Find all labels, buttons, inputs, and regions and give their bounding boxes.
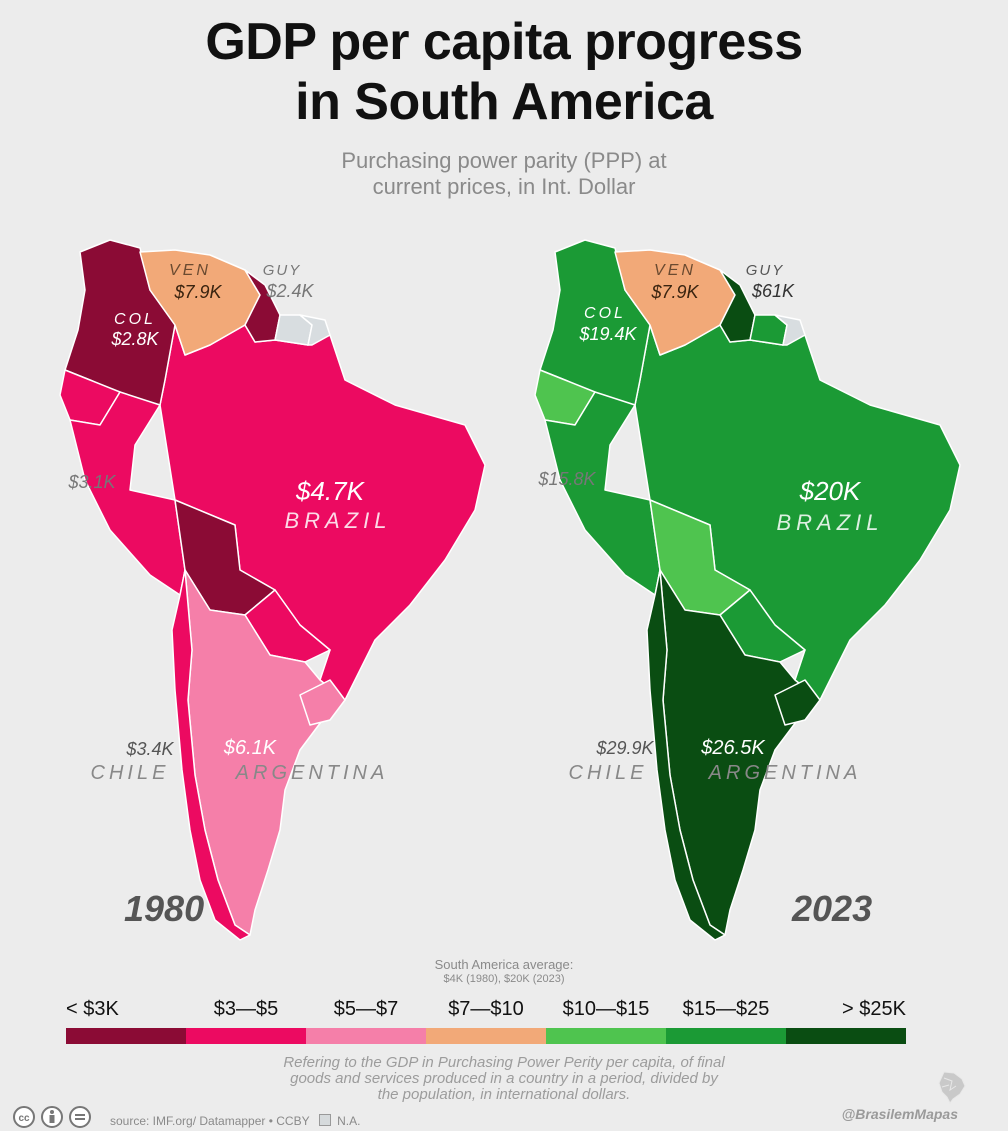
peru-value-2023: $15.8K: [537, 469, 596, 489]
legend-swatch: [186, 1028, 306, 1044]
year-label-2023: 2023: [792, 888, 873, 929]
col-code-2023: COL: [584, 305, 626, 322]
year-label-1980: 1980: [124, 888, 205, 929]
by-icon: [41, 1106, 63, 1128]
footnote-line-2: goods and services produced in a country…: [290, 1070, 718, 1087]
guy-value-1980: $2.4K: [265, 281, 314, 301]
na-swatch-icon: [318, 1114, 331, 1126]
guy-code-1980: GUY: [263, 262, 302, 279]
peru-value-1980: $3.1K: [67, 472, 116, 492]
source-text: source: IMF.org/ Datamapper • CCBY: [110, 1114, 310, 1128]
map-2023: [534, 239, 961, 941]
legend-item: $5—$7: [306, 998, 426, 1046]
legend-item: > $25K: [786, 998, 906, 1046]
legend-item: $3—$5: [186, 998, 306, 1046]
average-line-1: South America average:: [434, 957, 574, 972]
col-value-2023: $19.4K: [578, 324, 637, 344]
arg-name-1980: ARGENTINA: [235, 762, 389, 784]
bra-value-2023: $20K: [799, 476, 862, 506]
col-value-1980: $2.8K: [110, 329, 159, 349]
legend-swatch: [66, 1028, 186, 1044]
title-line-2: in South America: [295, 73, 713, 131]
svg-text:cc: cc: [18, 1113, 30, 1124]
bra-name-1980: BRAZIL: [284, 508, 391, 533]
arg-value-2023: $26.5K: [700, 737, 766, 759]
nd-icon: [69, 1106, 91, 1128]
legend-label: $7—$10: [448, 998, 524, 1020]
title-line-1: GDP per capita progress: [205, 13, 803, 71]
col-code-1980: COL: [114, 311, 156, 328]
maps-canvas: VEN $7.9K GUY $2.4K COL $2.8K $3.1K $4.7…: [59, 239, 961, 941]
arg-name-2023: ARGENTINA: [708, 762, 862, 784]
footnote-line-3: the population, in international dollars…: [377, 1086, 631, 1103]
source-note: source: IMF.org/ Datamapper • CCBY N.A.: [110, 1114, 360, 1128]
page-title: GDP per capita progress in South America: [0, 12, 1008, 132]
subtitle: Purchasing power parity (PPP) at current…: [0, 148, 1008, 200]
average-note: South America average: $4K (1980), $20K …: [0, 957, 1008, 987]
average-line-2: $4K (1980), $20K (2023): [443, 973, 565, 985]
legend-item: $10—$15: [546, 998, 666, 1046]
map-labels-1980: VEN $7.9K GUY $2.4K COL $2.8K $3.1K $4.7…: [67, 262, 391, 784]
legend-swatch: [666, 1028, 786, 1044]
arg-value-1980: $6.1K: [223, 737, 278, 759]
legend-swatch: [786, 1028, 906, 1044]
bra-value-1980: $4.7K: [295, 476, 366, 506]
footnote-line-1: Refering to the GDP in Purchasing Power …: [283, 1054, 725, 1071]
chl-value-1980: $3.4K: [125, 739, 174, 759]
legend-item: < $3K: [66, 998, 186, 1046]
guy-value-2023: $61K: [751, 281, 795, 301]
map-labels-2023: VEN $7.9K GUY $61K COL $19.4K $15.8K $20…: [537, 262, 883, 784]
ven-code-1980: VEN: [169, 262, 211, 279]
ven-value-1980: $7.9K: [173, 282, 222, 302]
legend-label: < $3K: [66, 998, 119, 1020]
legend-swatch: [546, 1028, 666, 1044]
credit: @BrasilemMapas: [841, 1106, 958, 1122]
legend-label: $10—$15: [562, 998, 650, 1020]
legend-label: $3—$5: [213, 998, 279, 1020]
bra-name-2023: BRAZIL: [776, 510, 883, 535]
footnote: Refering to the GDP in Purchasing Power …: [0, 1055, 1008, 1103]
legend-label: $5—$7: [333, 998, 399, 1020]
legend-swatch: [426, 1028, 546, 1044]
subtitle-line-1: Purchasing power parity (PPP) at: [341, 148, 667, 173]
ven-value-2023: $7.9K: [650, 282, 699, 302]
na-label: N.A.: [337, 1114, 361, 1128]
legend: < $3K $3—$5 $5—$7 $7—$10 $10—$15 $15—$25…: [66, 998, 906, 1046]
chl-name-2023: CHILE: [569, 762, 648, 784]
legend-label: $15—$25: [682, 998, 770, 1020]
ven-code-2023: VEN: [654, 262, 696, 279]
cc-icon: cc: [13, 1106, 35, 1128]
subtitle-line-2: current prices, in Int. Dollar: [372, 174, 636, 199]
legend-label: > $25K: [842, 998, 906, 1020]
chl-name-1980: CHILE: [91, 762, 170, 784]
brazil-map-logo-icon: [938, 1071, 966, 1104]
license-icons: cc: [13, 1106, 91, 1128]
legend-item: $7—$10: [426, 998, 546, 1046]
legend-swatch: [306, 1028, 426, 1044]
guy-code-2023: GUY: [746, 262, 785, 279]
legend-item: $15—$25: [666, 998, 786, 1046]
chl-value-2023: $29.9K: [595, 738, 654, 758]
